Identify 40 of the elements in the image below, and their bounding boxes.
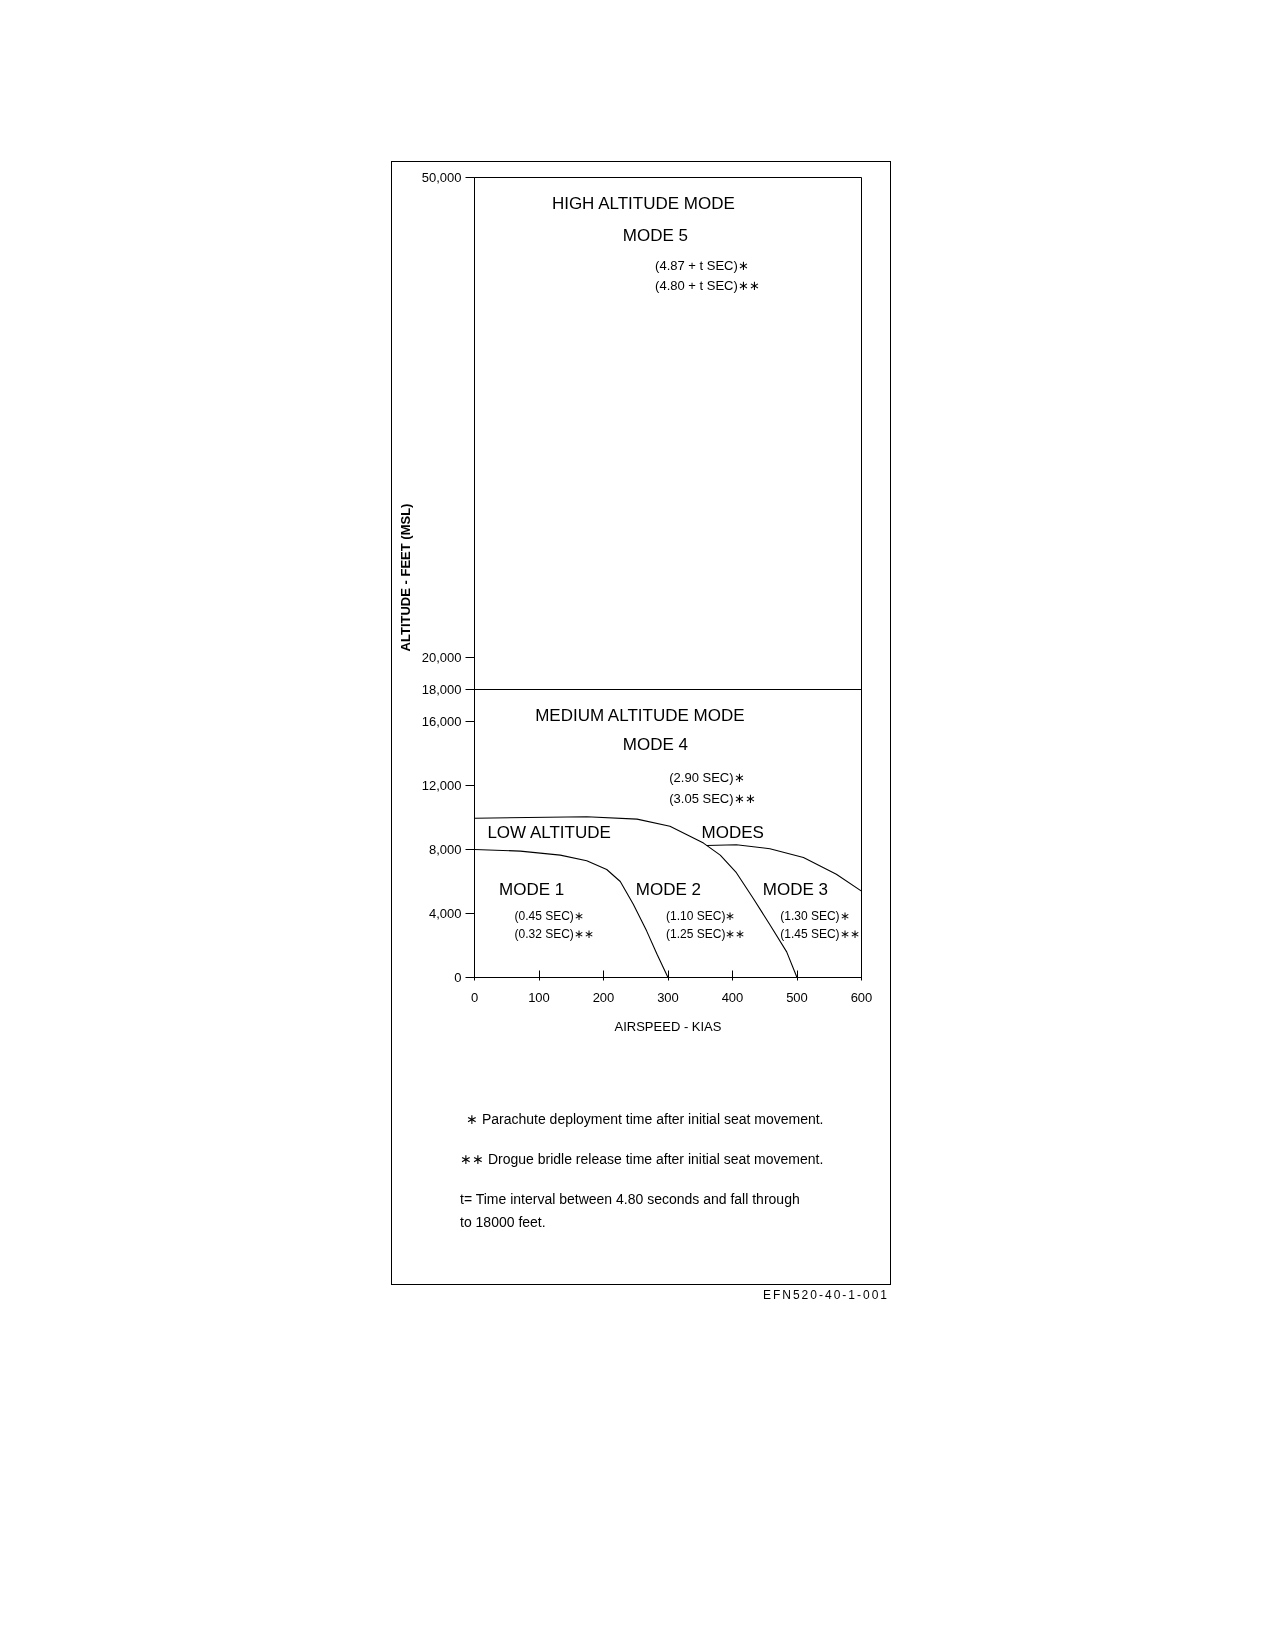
- annotation: (0.32 SEC)∗∗: [514, 926, 594, 941]
- y-tick-label: 16,000: [421, 714, 462, 729]
- x-tick-label: 100: [528, 989, 550, 1005]
- text: t= Time interval between 4.80 seconds and fall through to 18000 feet.: [460, 1190, 800, 1232]
- annotation: (4.80 + t SEC)∗∗: [655, 278, 760, 293]
- text: EFN520-40-1-001: [762, 1287, 889, 1304]
- annotation: LOW ALTITUDE: [487, 823, 611, 843]
- annotation: (1.25 SEC)∗∗: [666, 926, 746, 941]
- x-tick-label: 600: [850, 989, 873, 1005]
- annotation: (0.45 SEC)∗: [514, 908, 584, 923]
- annotation: MODES: [701, 823, 764, 843]
- y-axis-title: ALTITUDE - FEET (MSL): [397, 503, 413, 652]
- annotation: (3.05 SEC)∗∗: [669, 790, 756, 806]
- annotation: MODE 1: [499, 880, 565, 899]
- y-tick-label: 8,000: [428, 842, 462, 857]
- x-axis-title: AIRSPEED - KIAS: [614, 1018, 722, 1034]
- annotation: (1.10 SEC)∗: [666, 908, 736, 923]
- annotation: HIGH ALTITUDE MODE: [551, 193, 735, 213]
- text: ∗ Parachute deployment time after initial seat movement.: [466, 1111, 824, 1128]
- y-tick-label: 20,000: [421, 650, 462, 665]
- annotation: MODE 4: [622, 735, 689, 755]
- text: ∗∗ Drogue bridle release time after initial seat movement.: [460, 1151, 824, 1168]
- annotation: MODE 2: [635, 880, 701, 899]
- x-tick-label: 400: [721, 989, 744, 1005]
- x-tick-label: 0: [470, 989, 479, 1005]
- annotation: MEDIUM ALTITUDE MODE: [535, 706, 745, 725]
- y-tick-label: 50,000: [421, 170, 462, 185]
- x-tick-label: 500: [786, 989, 808, 1005]
- annotation: MODE 3: [762, 880, 828, 899]
- y-tick-label: 12,000: [421, 778, 462, 793]
- annotation: (1.45 SEC)∗∗: [780, 926, 860, 941]
- x-tick-label: 200: [592, 989, 615, 1005]
- y-tick-label: 18,000: [421, 682, 462, 697]
- annotation: MODE 5: [622, 225, 689, 245]
- annotation: (2.90 SEC)∗: [669, 770, 745, 785]
- annotation: (4.87 + t SEC)∗: [655, 258, 749, 273]
- x-tick-label: 300: [657, 989, 679, 1005]
- y-tick-label: 0: [454, 970, 462, 985]
- y-tick-label: 4,000: [428, 906, 462, 921]
- annotation: (1.30 SEC)∗: [780, 908, 850, 923]
